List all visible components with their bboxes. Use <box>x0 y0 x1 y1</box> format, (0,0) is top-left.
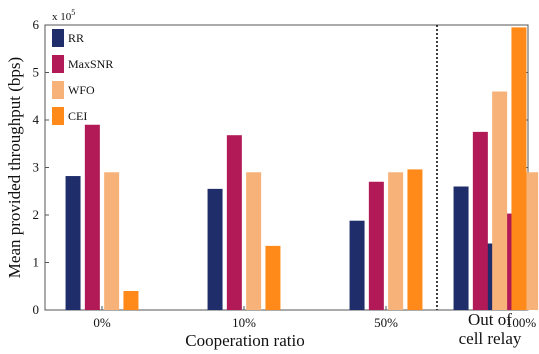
y-axis-title: Mean provided throughput (bps) <box>5 57 24 278</box>
bar-wfo-4 <box>523 172 539 310</box>
legend-swatch-maxsnr <box>52 55 64 73</box>
bar-wfo-1 <box>104 172 120 310</box>
bar-wfo-3 <box>388 172 404 310</box>
bar-cei-5 <box>511 27 527 310</box>
bars <box>65 27 539 310</box>
legend-label-wfo: WFO <box>68 83 95 97</box>
x-tick-label: 50% <box>374 315 398 330</box>
bar-rr-2 <box>207 188 223 310</box>
x-axis-title: Cooperation ratio <box>185 331 304 350</box>
bar-wfo-5 <box>492 91 508 310</box>
y-tick-label: 1 <box>33 255 40 270</box>
y-tick-label: 5 <box>33 65 40 80</box>
legend-swatch-cei <box>52 107 64 125</box>
legend-label-maxsnr: MaxSNR <box>68 57 113 71</box>
y-tick-label: 6 <box>33 17 40 32</box>
legend: RR MaxSNR WFO CEI <box>52 29 113 125</box>
bar-cei-3 <box>407 169 423 310</box>
bar-rr-5 <box>453 186 469 310</box>
legend-swatch-wfo <box>52 81 64 99</box>
y-tick-label: 3 <box>33 160 40 175</box>
bar-maxsnr-2 <box>226 135 242 310</box>
y-tick-label: 0 <box>33 302 40 317</box>
x-tick-label: 0% <box>93 315 111 330</box>
y-tick-label: 2 <box>33 207 40 222</box>
y-tick-label: 4 <box>33 112 40 127</box>
bar-cei-1 <box>123 291 139 310</box>
x-tick-label: 10% <box>232 315 256 330</box>
bar-cei-2 <box>265 245 281 310</box>
x-tick-label-out-of-cell-relay: cell relay <box>459 329 522 348</box>
legend-swatch-rr <box>52 29 64 47</box>
bar-wfo-2 <box>246 172 262 310</box>
bar-maxsnr-5 <box>472 131 488 310</box>
bar-maxsnr-3 <box>368 181 384 310</box>
y-multiplier: x 105 <box>52 8 75 23</box>
bar-rr-1 <box>65 176 81 310</box>
bar-maxsnr-1 <box>84 124 100 310</box>
legend-label-rr: RR <box>68 31 84 45</box>
x-tick-label-out-of-cell-relay: Out of <box>468 310 512 329</box>
legend-label-cei: CEI <box>68 109 87 123</box>
bar-rr-3 <box>349 220 365 310</box>
x-tick-label: 100% <box>506 315 537 330</box>
